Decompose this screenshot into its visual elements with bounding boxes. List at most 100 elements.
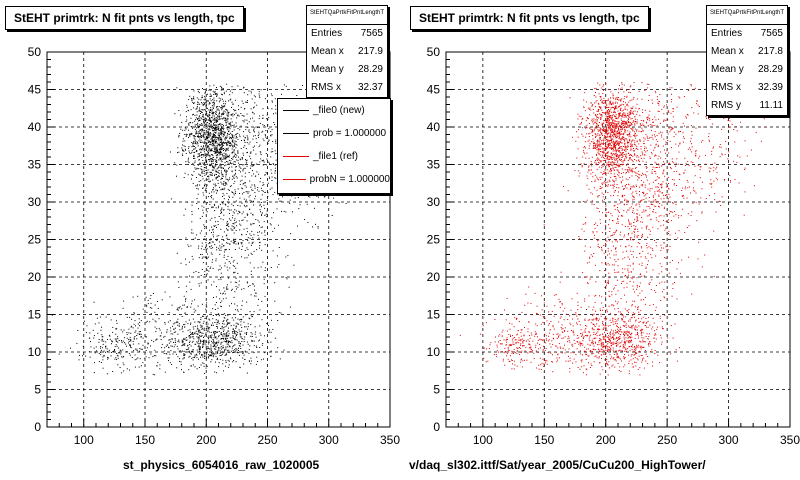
scatter-point — [220, 218, 222, 220]
scatter-point — [606, 131, 608, 133]
scatter-point — [578, 343, 580, 345]
scatter-point — [235, 191, 237, 193]
scatter-point — [585, 101, 587, 103]
scatter-point — [210, 336, 212, 338]
scatter-point — [126, 337, 128, 339]
scatter-point — [216, 153, 218, 155]
scatter-point — [225, 314, 227, 316]
scatter-point — [588, 139, 590, 141]
scatter-point — [214, 117, 216, 119]
scatter-point — [183, 150, 185, 152]
scatter-point — [264, 244, 266, 246]
scatter-point — [213, 337, 215, 339]
scatter-point — [247, 328, 249, 330]
scatter-point — [204, 118, 206, 120]
scatter-point — [225, 354, 227, 356]
scatter-point — [171, 338, 173, 340]
scatter-point — [170, 333, 172, 335]
scatter-point — [195, 271, 197, 272]
scatter-point — [115, 340, 117, 342]
scatter-point — [122, 356, 124, 358]
scatter-point — [624, 186, 626, 188]
scatter-point — [215, 127, 217, 129]
scatter-point — [207, 326, 209, 328]
scatter-point — [199, 138, 201, 140]
scatter-point — [235, 193, 236, 194]
scatter-point — [218, 97, 220, 99]
scatter-point — [233, 345, 235, 346]
scatter-point — [230, 341, 232, 343]
scatter-point — [610, 168, 612, 170]
scatter-point — [203, 142, 205, 144]
scatter-point — [251, 184, 253, 186]
scatter-point — [268, 331, 270, 333]
scatter-point — [225, 157, 227, 159]
scatter-point — [209, 126, 211, 128]
scatter-point — [612, 187, 614, 189]
scatter-point — [232, 125, 234, 126]
scatter-point — [211, 143, 213, 145]
scatter-point — [203, 169, 205, 171]
scatter-point — [605, 102, 607, 104]
scatter-point — [232, 349, 234, 351]
scatter-point — [179, 132, 181, 134]
scatter-point — [118, 340, 120, 341]
scatter-point — [256, 171, 258, 173]
scatter-point — [636, 140, 638, 142]
scatter-point — [200, 364, 202, 366]
scatter-point — [606, 107, 608, 109]
scatter-point — [248, 172, 250, 173]
scatter-point — [609, 126, 611, 128]
scatter-point — [267, 143, 269, 144]
scatter-point — [639, 340, 641, 342]
scatter-point — [201, 156, 203, 158]
scatter-point — [606, 130, 608, 132]
scatter-point — [608, 170, 610, 172]
scatter-point — [230, 145, 232, 146]
scatter-point — [188, 137, 189, 138]
scatter-point — [198, 127, 200, 129]
scatter-point — [606, 117, 608, 119]
scatter-point — [186, 106, 188, 108]
scatter-point — [629, 143, 631, 145]
scatter-point — [605, 145, 607, 147]
scatter-point — [185, 298, 187, 300]
scatter-point — [193, 156, 195, 158]
scatter-point — [232, 346, 234, 347]
scatter-point — [180, 361, 182, 363]
scatter-point — [216, 372, 218, 374]
scatter-point — [243, 86, 245, 88]
scatter-point — [578, 115, 580, 117]
scatter-point — [612, 126, 614, 127]
scatter-point — [250, 212, 252, 214]
scatter-point — [211, 127, 213, 129]
scatter-point — [227, 206, 229, 208]
scatter-point — [274, 337, 276, 339]
scatter-point — [186, 134, 188, 136]
scatter-point — [211, 161, 213, 163]
scatter-point — [223, 287, 225, 289]
scatter-point — [234, 331, 236, 333]
scatter-point — [220, 181, 222, 183]
scatter-point — [275, 108, 277, 110]
scatter-point — [204, 373, 206, 374]
scatter-point — [192, 182, 194, 184]
scatter-point — [614, 105, 616, 107]
scatter-point — [595, 134, 597, 135]
scatter-point — [264, 98, 266, 100]
scatter-point — [227, 121, 229, 123]
scatter-point — [186, 306, 188, 308]
scatter-point — [172, 353, 174, 355]
scatter-point — [241, 256, 242, 258]
scatter-point — [105, 347, 107, 349]
scatter-point — [204, 225, 206, 227]
scatter-point — [587, 107, 589, 109]
scatter-point — [620, 133, 622, 135]
scatter-point — [250, 360, 252, 362]
scatter-point — [582, 135, 584, 137]
scatter-point — [217, 171, 219, 173]
scatter-point — [318, 196, 319, 198]
scatter-point — [220, 343, 222, 345]
scatter-point — [190, 306, 192, 308]
scatter-point — [231, 113, 233, 115]
